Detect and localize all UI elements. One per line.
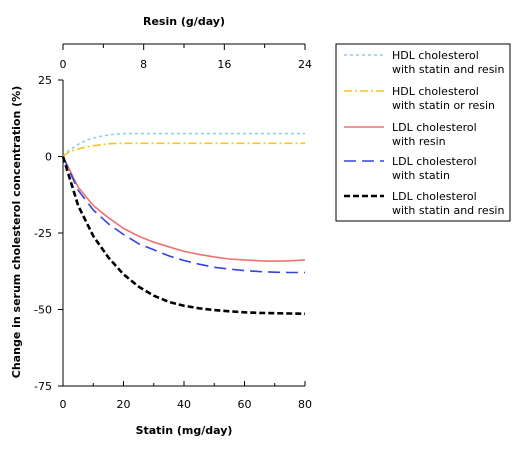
series-line-1: [62, 132, 305, 158]
x-tick-label: 60: [238, 398, 252, 411]
legend-label: LDL cholesterol: [392, 190, 477, 203]
left-axis-title: Change in serum cholesterol concentratio…: [10, 86, 23, 378]
legend-label: HDL cholesterol: [392, 85, 479, 98]
legend-label: LDL cholesterol: [392, 155, 477, 168]
x-tick-label: 80: [298, 398, 312, 411]
top-axis-ticks: 0 8 16 24: [60, 44, 312, 71]
x-tick-label: 0: [60, 398, 67, 411]
x-tick-label: 20: [117, 398, 131, 411]
bottom-axis-ticks: 0 20 40 60 80: [60, 381, 312, 411]
y-tick-label: -75: [34, 380, 52, 393]
y-tick-label: 0: [45, 151, 52, 164]
x2-tick-label: 24: [298, 58, 312, 71]
y-tick-label: 25: [38, 74, 52, 87]
series-line-3: [62, 156, 306, 263]
x-tick-label: 40: [177, 398, 191, 411]
series-line-5: [61, 156, 306, 316]
legend-label: HDL cholesterol: [392, 49, 479, 62]
legend-label: with resin: [392, 135, 446, 148]
series-lines: [61, 132, 306, 316]
y-tick-label: -50: [34, 304, 52, 317]
legend-label: with statin: [392, 169, 450, 182]
x2-tick-label: 8: [140, 58, 147, 71]
legend-box: [335, 43, 511, 222]
left-axis-ticks: 25 0 -25 -50 -75: [34, 74, 63, 393]
legend-label: with statin and resin: [392, 204, 504, 217]
legend-label: LDL cholesterol: [392, 121, 477, 134]
legend-label: with statin and resin: [392, 63, 504, 76]
x2-tick-label: 0: [60, 58, 67, 71]
series-line-4: [62, 156, 305, 274]
x2-tick-label: 16: [217, 58, 231, 71]
series-line-2: [62, 142, 305, 158]
top-axis-title: Resin (g/day): [143, 15, 225, 28]
legend-label: with statin or resin: [392, 99, 495, 112]
bottom-axis-title: Statin (mg/day): [136, 424, 233, 437]
y-tick-label: -25: [34, 227, 52, 240]
